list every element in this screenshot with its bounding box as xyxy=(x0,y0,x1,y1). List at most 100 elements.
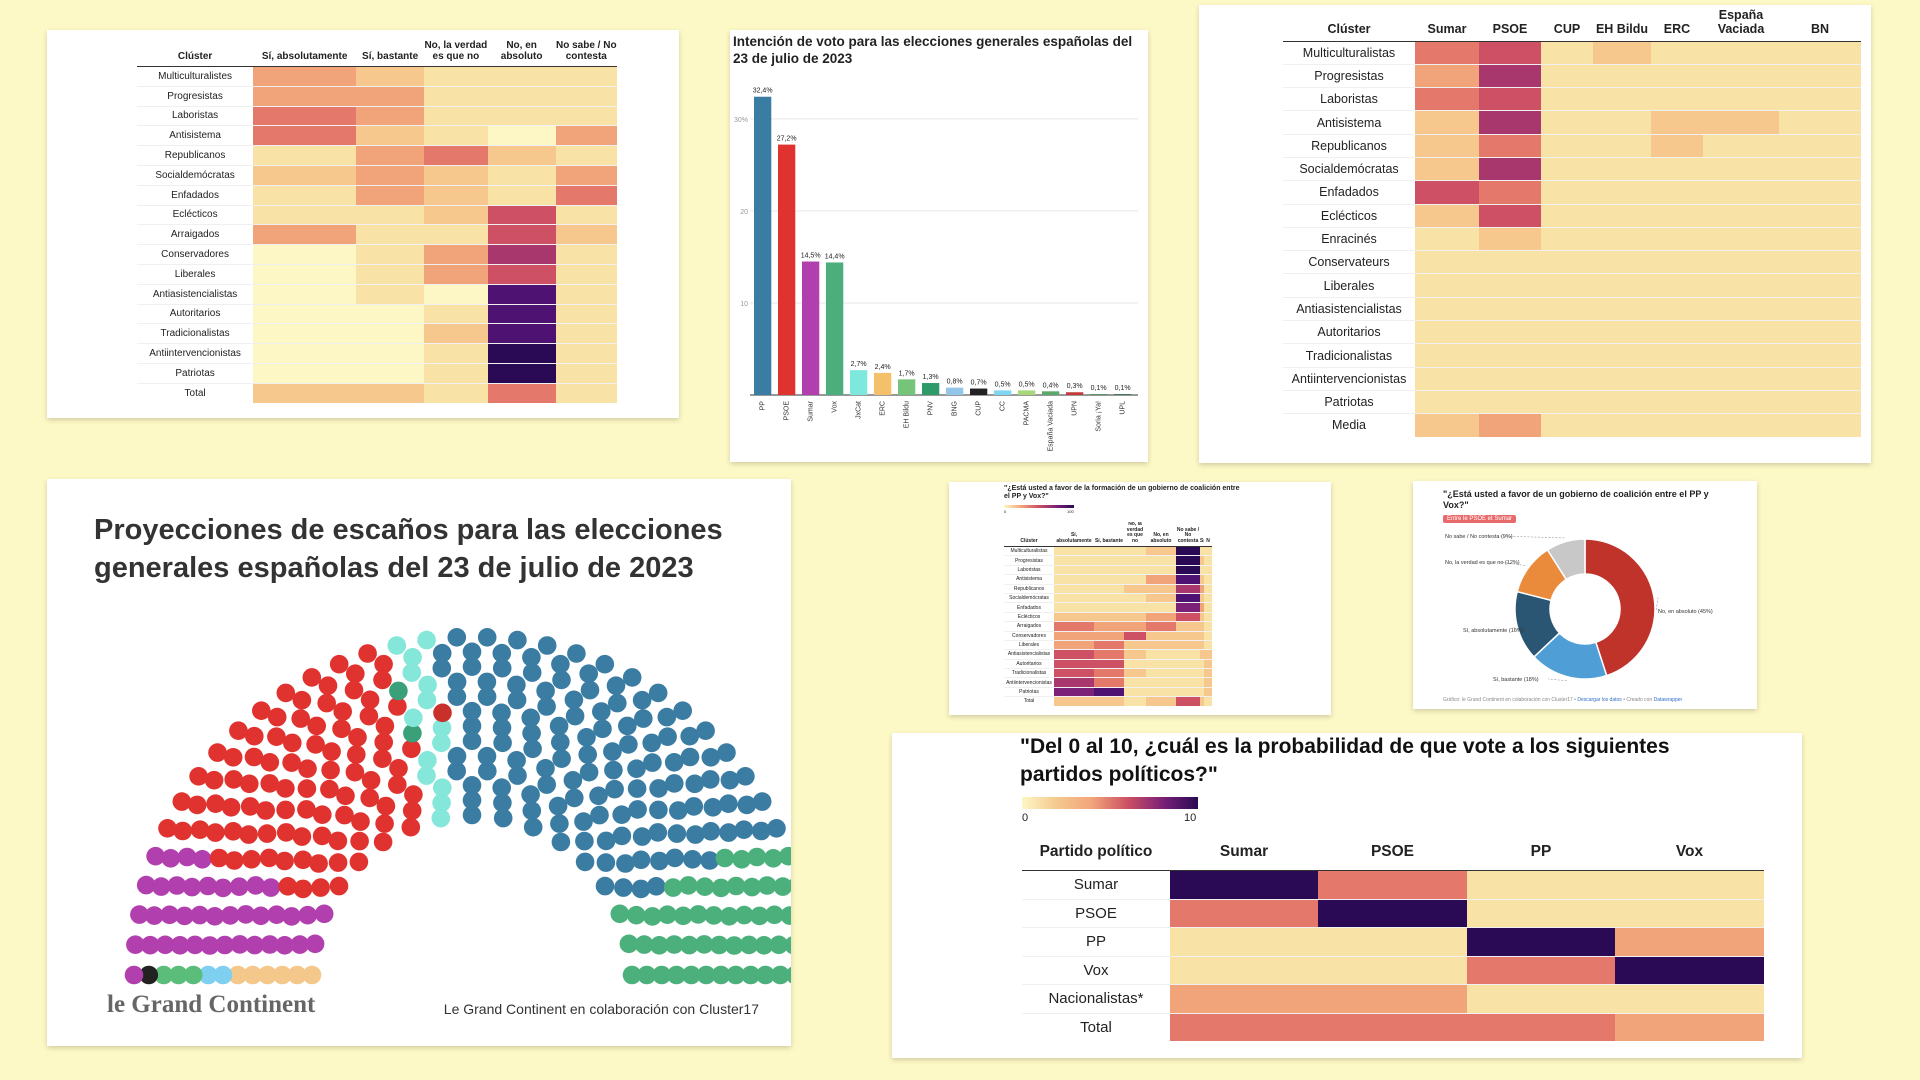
row-label: Enfadados xyxy=(1283,180,1415,205)
bar-value-label: 0,8% xyxy=(947,379,963,386)
seat xyxy=(305,934,325,954)
seat xyxy=(139,965,159,985)
heatmap-cell xyxy=(1318,1012,1467,1042)
seat xyxy=(507,690,527,710)
bar xyxy=(922,383,940,395)
seat xyxy=(292,690,312,710)
seat xyxy=(492,778,512,797)
seat xyxy=(696,721,715,740)
heatmap-cell xyxy=(1415,204,1479,228)
seat xyxy=(536,759,555,778)
heatmap-cell xyxy=(1479,297,1541,322)
seat xyxy=(309,854,328,873)
seat xyxy=(388,697,407,716)
heatmap-cell xyxy=(1779,180,1861,205)
heatmap-cell xyxy=(487,125,556,147)
heatmap-cell xyxy=(1415,227,1479,252)
download-data-link[interactable]: Descargar los datos xyxy=(1577,697,1622,703)
seat xyxy=(622,668,642,687)
seat xyxy=(765,905,784,925)
heatmap-cell xyxy=(1204,687,1212,698)
heatmap-cell xyxy=(1054,631,1094,641)
seat xyxy=(478,761,497,781)
heatmap-body: Multiculturalistas Progresistas Laboristas… xyxy=(1283,41,1861,437)
seat xyxy=(684,797,704,816)
heatmap-cell xyxy=(1541,297,1593,322)
seat xyxy=(565,788,584,808)
heatmap-cell xyxy=(1124,659,1146,670)
heatmap-cell xyxy=(555,66,617,87)
seat xyxy=(302,965,322,985)
heatmap-cell xyxy=(1318,984,1467,1014)
bar xyxy=(754,96,772,396)
heatmap-cell xyxy=(1054,555,1094,566)
heatmap-cell xyxy=(253,86,357,107)
row-label: Sumar xyxy=(1022,870,1170,900)
table-row: Antisistema xyxy=(137,125,617,147)
row-label: Republicanos xyxy=(1283,134,1415,158)
seat xyxy=(151,877,171,896)
heatmap-cell xyxy=(1541,413,1593,437)
seat xyxy=(548,796,568,816)
heatmap-cell xyxy=(1651,413,1703,437)
seat xyxy=(589,786,608,806)
seat xyxy=(170,936,190,955)
heatmap-table: Clúster Sí, absolutamente Sí, bastante No, … xyxy=(137,40,617,403)
heatmap-cell xyxy=(1415,250,1479,275)
seat xyxy=(552,749,571,768)
seat xyxy=(313,805,332,824)
row-label: Tradicionalistas xyxy=(137,323,254,345)
heatmap-table: Clúster Sumar PSOE CUP EH Bildu ERC España Vac… xyxy=(1283,9,1861,437)
heatmap-cell xyxy=(1593,110,1651,135)
datawrapper-link[interactable]: Datawrapper xyxy=(1653,697,1683,703)
heatmap-cell xyxy=(1651,157,1703,182)
heatmap-cell xyxy=(1176,574,1200,585)
heatmap-cell xyxy=(555,343,617,364)
category-label: BNG xyxy=(952,401,959,416)
seat xyxy=(184,965,203,985)
seat xyxy=(550,814,569,833)
seat xyxy=(564,690,584,710)
heatmap-cell xyxy=(253,343,357,364)
seat xyxy=(477,672,497,692)
heatmap-cell xyxy=(1541,367,1593,391)
seat xyxy=(432,718,452,738)
leader-line xyxy=(1499,561,1526,566)
seat xyxy=(404,785,423,804)
heatmap-cell xyxy=(253,205,357,226)
heatmap-cell xyxy=(1703,64,1779,89)
seat xyxy=(664,935,684,954)
donut-chart-card: "¿Está usted a favor de un gobierno de c… xyxy=(1413,481,1757,709)
seat xyxy=(292,827,312,846)
column-header: Clúster xyxy=(1283,9,1415,42)
row-label: Antiasistencialistas xyxy=(1004,649,1054,660)
row-label: PP xyxy=(1022,927,1170,957)
seat xyxy=(493,793,512,813)
heatmap-cell xyxy=(424,323,488,345)
column-header: EH Bildu xyxy=(1593,9,1651,42)
heatmap-cell xyxy=(1593,180,1651,205)
heatmap-cell xyxy=(424,66,488,87)
seat xyxy=(328,853,348,872)
seat xyxy=(314,904,334,924)
seat xyxy=(493,808,513,828)
table-row: Arraigados xyxy=(137,224,617,246)
category-label: PACMA xyxy=(1024,401,1031,426)
heatmap-cell xyxy=(1779,367,1861,391)
seat xyxy=(447,672,467,692)
seat xyxy=(230,935,250,954)
heatmap-cell xyxy=(1479,273,1541,298)
seat xyxy=(742,877,762,897)
seat xyxy=(462,701,482,721)
heatmap-cell xyxy=(1593,87,1651,112)
row-label: Progresistas xyxy=(1004,555,1054,566)
table-row: Laboristas xyxy=(1004,565,1212,576)
table-row: Autoritarios xyxy=(1283,320,1861,345)
row-label: Antiintervencionistas xyxy=(1004,677,1054,688)
seat xyxy=(780,906,791,925)
heatmap-header-row: Clúster Sumar PSOE CUP EH Bildu ERC España Vac… xyxy=(1283,9,1861,42)
heatmap-cell xyxy=(424,185,488,206)
heatmap-cell xyxy=(1094,687,1124,698)
bar-value-label: 0,3% xyxy=(1067,383,1083,390)
heatmap-cell xyxy=(356,284,425,305)
